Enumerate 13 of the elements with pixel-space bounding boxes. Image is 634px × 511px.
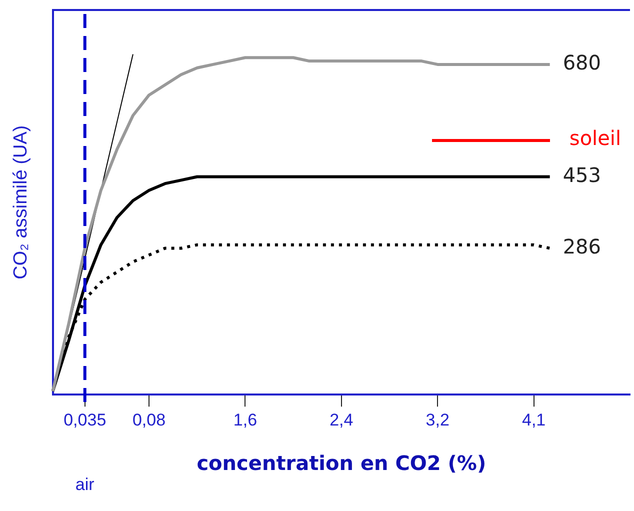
series-label: 286 bbox=[562, 234, 602, 258]
series-label: 453 bbox=[562, 162, 602, 187]
ref-line-label: air bbox=[75, 474, 95, 494]
x-tick-label: 2,4 bbox=[330, 410, 354, 430]
x-tick-label: 0,035 bbox=[64, 410, 106, 430]
x-axis-title: concentration en CO2 (%) bbox=[196, 451, 486, 476]
x-tick-label: 0,08 bbox=[132, 410, 166, 430]
y-axis-title: CO₂ assimilé (UA) bbox=[10, 125, 32, 280]
annotation: soleil bbox=[569, 126, 622, 150]
x-tick-label: 3,2 bbox=[426, 410, 450, 430]
series-label: 680 bbox=[562, 50, 602, 75]
x-tick-label: 4,1 bbox=[522, 410, 546, 430]
x-tick-label: 1,6 bbox=[233, 410, 258, 430]
